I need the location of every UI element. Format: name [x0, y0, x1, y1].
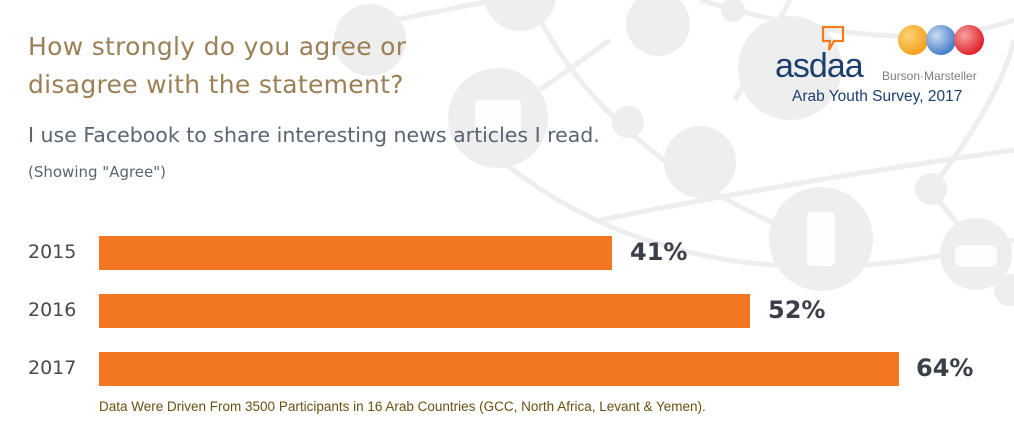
source-footnote: Data Were Driven From 3500 Participants … [99, 399, 706, 414]
year-label: 2017 [28, 357, 77, 379]
globe-blue-icon [926, 25, 956, 55]
survey-logo: asdaa Burson·Marsteller Arab Youth Surve… [770, 25, 990, 110]
bar-row-2016: 2016 52% [0, 294, 1014, 328]
burson-marsteller-text: Burson·Marsteller [882, 69, 977, 83]
bar-row-2015: 2015 41% [0, 236, 1014, 270]
title-line-1: How strongly do you agree or [28, 32, 407, 61]
globe-red-icon [954, 25, 984, 55]
globe-orange-icon [898, 25, 928, 55]
bar-row-2017: 2017 64% [0, 352, 1014, 386]
survey-name: Arab Youth Survey, 2017 [792, 88, 963, 105]
chart-subtitle: I use Facebook to share interesting news… [28, 123, 600, 147]
asdaa-logo-text: asdaa [775, 47, 864, 85]
bar-2016 [99, 294, 750, 328]
page-title: How strongly do you agree or disagree wi… [28, 28, 406, 104]
year-label: 2016 [28, 299, 77, 321]
value-label: 64% [916, 354, 974, 382]
bar-2017 [99, 352, 899, 386]
speech-bubble-icon [821, 25, 845, 51]
year-label: 2015 [28, 241, 77, 263]
chart-note: (Showing "Agree") [28, 163, 167, 181]
title-line-2: disagree with the statement? [28, 70, 404, 99]
bar-2015 [99, 236, 612, 270]
value-label: 52% [768, 296, 826, 324]
value-label: 41% [630, 238, 688, 266]
